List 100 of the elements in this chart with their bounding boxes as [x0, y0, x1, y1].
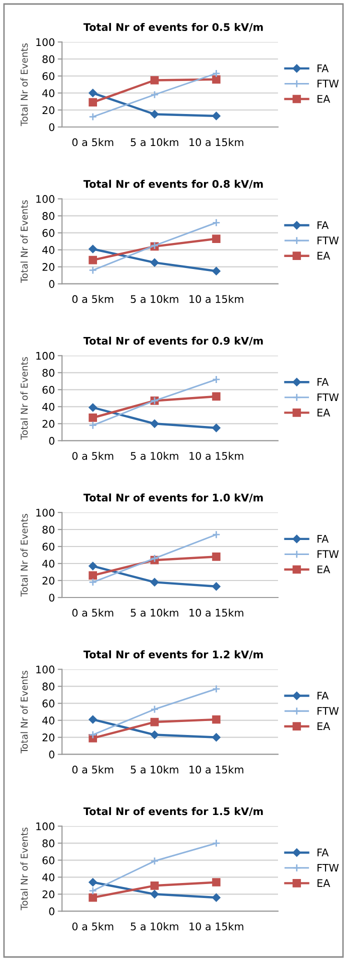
point — [212, 75, 220, 84]
x-tick-label: 0 a 5km — [72, 452, 114, 460]
legend-label: FTW — [318, 550, 339, 558]
chart-title: Total Nr of events for 0.5 kV/m — [83, 22, 263, 32]
point — [150, 420, 159, 428]
point — [212, 839, 220, 848]
point — [212, 375, 220, 384]
x-tick-label: 5 a 10km — [130, 294, 178, 304]
y-tick-label: 40 — [42, 246, 54, 254]
y-axis-title: Total Nr of Events — [20, 200, 28, 283]
y-tick-label: 40 — [42, 560, 54, 568]
x-tick-label: 5 a 10km — [130, 608, 178, 617]
y-tick-label: 20 — [42, 106, 54, 114]
legend-label: FTW — [318, 80, 339, 88]
y-axis-title: Total Nr of Events — [20, 828, 28, 910]
point — [150, 882, 159, 890]
y-axis-title: Total Nr of Events — [20, 514, 28, 597]
y-tick-label: 0 — [49, 436, 54, 445]
y-tick-label: 40 — [42, 402, 54, 411]
x-tick-label: 10 a 15km — [190, 608, 244, 617]
point — [212, 218, 220, 227]
x-tick-label: 10 a 15km — [190, 452, 244, 460]
chart-title: Total Nr of events for 1.5 kV/m — [83, 807, 263, 816]
y-tick-label: 80 — [42, 839, 54, 848]
y-axis-title: Total Nr of Events — [20, 357, 28, 440]
point — [88, 730, 98, 739]
y-tick-label: 20 — [42, 734, 54, 742]
point — [212, 530, 220, 539]
y-tick-label: 100 — [36, 508, 54, 517]
point — [150, 76, 159, 84]
point — [150, 578, 159, 586]
point — [150, 90, 159, 99]
legend-label: FA — [318, 221, 329, 229]
y-tick-label: 80 — [42, 212, 54, 220]
point — [212, 266, 220, 276]
chart-title: Total Nr of events for 0.9 kV/m — [83, 336, 263, 346]
x-tick-label: 5 a 10km — [130, 765, 178, 774]
legend-label: EA — [318, 566, 330, 574]
point — [88, 266, 98, 274]
y-tick-label: 80 — [42, 55, 54, 64]
y-tick-label: 60 — [42, 856, 54, 864]
point — [88, 256, 98, 264]
point — [88, 98, 98, 107]
point — [88, 893, 98, 902]
y-tick-label: 100 — [36, 38, 54, 46]
point — [88, 571, 98, 580]
x-tick-label: 10 a 15km — [190, 922, 244, 930]
y-tick-label: 0 — [49, 280, 54, 288]
x-tick-label: 5 a 10km — [130, 138, 178, 146]
point — [150, 890, 159, 898]
legend-label: FA — [318, 64, 329, 72]
point — [88, 244, 97, 254]
legend-label: FTW — [318, 864, 339, 872]
point — [88, 715, 97, 724]
x-tick-label: 0 a 5km — [72, 138, 114, 146]
point — [88, 403, 97, 412]
y-tick-label: 20 — [42, 263, 54, 271]
point — [88, 878, 97, 886]
y-tick-label: 60 — [42, 229, 54, 237]
point — [212, 392, 220, 401]
point — [88, 421, 98, 430]
y-tick-label: 0 — [49, 594, 54, 602]
y-tick-label: 20 — [42, 576, 54, 585]
legend-label: FA — [318, 378, 329, 386]
legend-label: EA — [318, 408, 330, 416]
point — [88, 886, 98, 895]
x-tick-label: 0 a 5km — [72, 765, 114, 774]
point — [212, 893, 220, 902]
x-tick-label: 0 a 5km — [72, 922, 114, 930]
point — [212, 69, 220, 78]
y-tick-label: 40 — [42, 716, 54, 724]
point — [88, 112, 98, 121]
point — [212, 733, 220, 742]
y-tick-label: 60 — [42, 386, 54, 394]
x-tick-label: 5 a 10km — [130, 452, 178, 460]
point — [212, 234, 220, 243]
legend-label: EA — [318, 95, 330, 103]
y-tick-label: 60 — [42, 72, 54, 80]
y-tick-label: 40 — [42, 89, 54, 98]
point — [212, 684, 220, 694]
point — [212, 582, 220, 591]
y-axis-title: Total Nr of Events — [20, 670, 28, 754]
legend-label: FA — [318, 692, 329, 700]
point — [212, 552, 220, 561]
chart-title: Total Nr of events for 0.8 kV/m — [83, 180, 263, 189]
y-tick-label: 60 — [42, 542, 54, 551]
y-tick-label: 80 — [42, 526, 54, 534]
x-tick-label: 10 a 15km — [190, 294, 244, 304]
y-tick-label: 0 — [49, 907, 54, 916]
y-tick-label: 60 — [42, 700, 54, 708]
point — [88, 414, 98, 422]
point — [150, 705, 159, 714]
legend-label: FA — [318, 534, 329, 543]
point — [88, 88, 97, 98]
point — [150, 258, 159, 267]
point — [212, 424, 220, 432]
chart-title: Total Nr of events for 1.2 kV/m — [83, 650, 263, 660]
legend-label: EA — [318, 722, 330, 730]
x-tick-label: 5 a 10km — [130, 922, 178, 930]
point — [212, 878, 220, 886]
